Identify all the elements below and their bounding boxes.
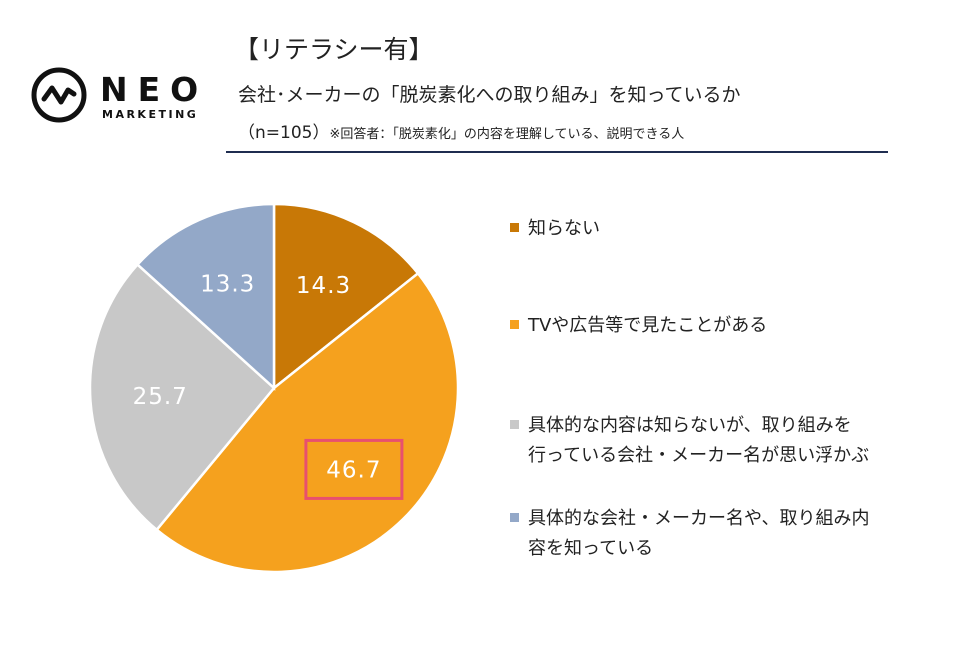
pie-slice-1 xyxy=(272,202,420,391)
legend-swatch xyxy=(510,320,519,329)
sample-size: （n=105） xyxy=(238,123,330,143)
neo-logo-icon xyxy=(31,67,87,123)
pie-slice-3 xyxy=(88,262,276,532)
logo-subtext: MARKETING xyxy=(102,108,199,121)
header-divider xyxy=(226,151,888,153)
legend-swatch xyxy=(510,513,519,522)
legend-label: TVや広告等で見たことがある xyxy=(528,315,768,336)
legend-label: 具体的な内容は知らないが、取り組みを 行っている会社・メーカー名が思い浮かぶ xyxy=(528,415,870,466)
slice-value-label-1: 14.3 xyxy=(296,273,351,299)
highlight-box xyxy=(304,438,404,500)
chart-subtitle: 会社･メーカーの「脱炭素化への取り組み」を知っているか xyxy=(238,84,741,106)
legend-label: 知らない xyxy=(528,218,600,239)
slice-value-label-3: 25.7 xyxy=(133,384,188,410)
respondent-note: ※回答者：「脱炭素化」の内容を理解している、説明できる人 xyxy=(329,127,685,142)
slice-value-label-2: 46.7 xyxy=(326,457,381,483)
legend-swatch xyxy=(510,420,519,429)
logo-wordmark: NEO xyxy=(100,70,209,109)
pie-slice-4 xyxy=(135,202,276,391)
legend-swatch xyxy=(510,223,519,232)
legend-label: 具体的な会社・メーカー名や、取り組み内 容を知っている xyxy=(528,508,870,559)
sample-note: （n=105）※回答者：「脱炭素化」の内容を理解している、説明できる人 xyxy=(238,118,684,143)
chart-title: 【リテラシー有】 xyxy=(234,35,434,64)
slice-value-label-4: 13.3 xyxy=(200,272,255,298)
neo-marketing-logo: NEO MARKETING xyxy=(30,66,220,126)
